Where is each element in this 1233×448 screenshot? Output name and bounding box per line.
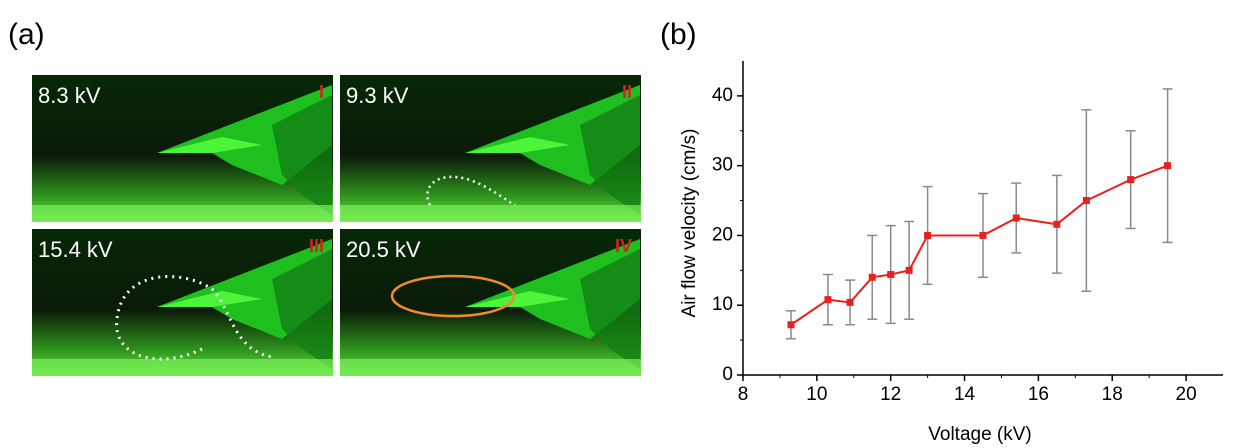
y-tick-label: 10 [712, 294, 733, 315]
photo: 8.3 kV I [32, 75, 333, 222]
chart: 8 10 12 14 16 18 20 0 10 20 30 40 Voltage (kV) Air fl… [679, 61, 1223, 445]
marker [787, 321, 795, 329]
y-axis-title: Air flow velocity (cm/s) [679, 129, 700, 318]
y-tick-label: 40 [712, 85, 733, 106]
y-tick-label: 20 [712, 224, 733, 245]
marker [846, 298, 854, 306]
photo: 15.4 kV III [32, 229, 333, 376]
marker [887, 271, 895, 279]
x-tick-label: 12 [880, 384, 901, 405]
marker [868, 273, 876, 281]
y-tick-label: 30 [712, 155, 733, 176]
photo-numeral: III [309, 236, 324, 256]
panel-label: (b) [660, 18, 697, 51]
marker [905, 266, 913, 274]
photo-numeral: I [319, 82, 324, 102]
x-tick-label: 16 [1028, 384, 1049, 405]
photo-numeral: IV [615, 236, 632, 256]
marker [1012, 214, 1020, 222]
x-tick-label: 10 [806, 384, 827, 405]
voltage-label: 9.3 kV [346, 83, 409, 108]
voltage-label: 15.4 kV [38, 237, 113, 262]
marker [1082, 197, 1090, 205]
voltage-label: 20.5 kV [346, 237, 421, 262]
photo: 9.3 kV II [340, 75, 641, 222]
x-axis-title: Voltage (kV) [928, 424, 1032, 445]
marker [979, 231, 987, 239]
y-tick-label: 0 [722, 364, 733, 385]
photo: 20.5 kV IV [340, 229, 641, 376]
x-tick-label: 8 [738, 384, 749, 405]
voltage-label: 8.3 kV [38, 83, 101, 108]
photo-numeral: II [622, 82, 632, 102]
panel-label: (a) [8, 18, 45, 51]
marker [1164, 162, 1172, 170]
x-tick-label: 20 [1176, 384, 1197, 405]
marker [1127, 176, 1135, 184]
x-tick-label: 18 [1102, 384, 1123, 405]
marker [824, 296, 832, 304]
x-tick-label: 14 [954, 384, 976, 405]
marker [1053, 220, 1061, 228]
marker [924, 231, 932, 239]
